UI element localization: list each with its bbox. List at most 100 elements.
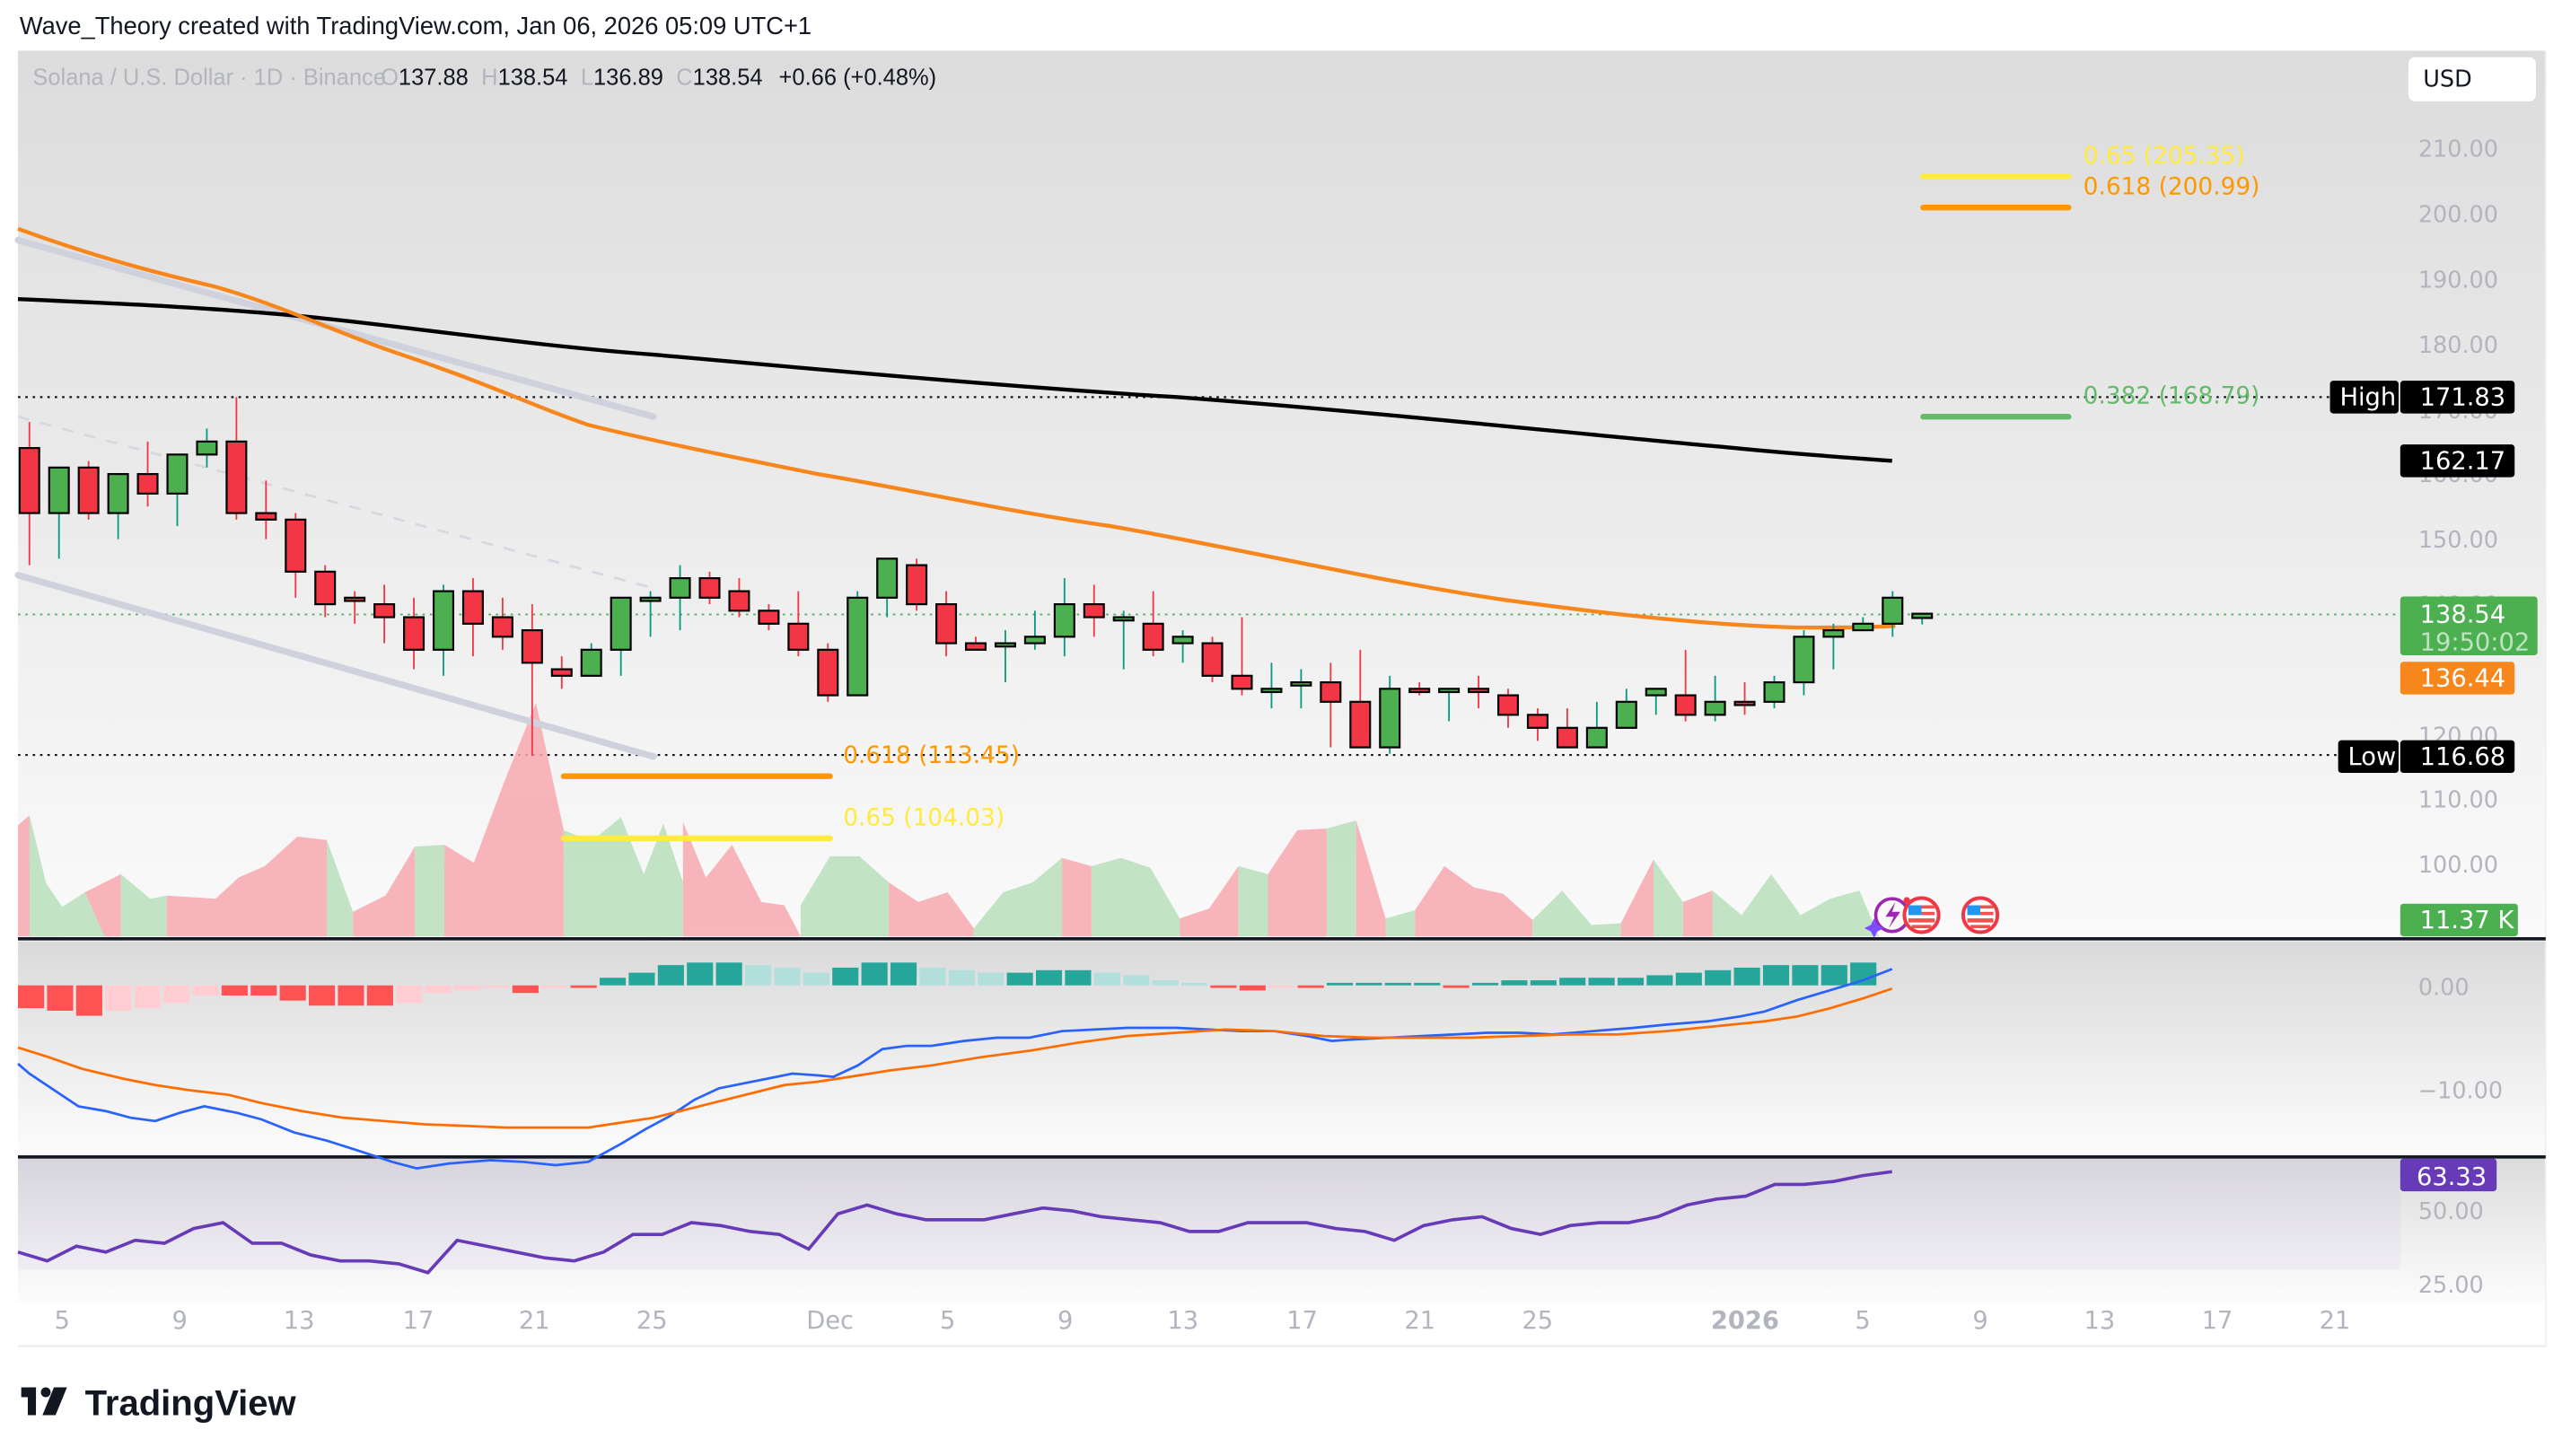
time-axis[interactable] xyxy=(18,1302,2546,1347)
candle-body[interactable] xyxy=(77,466,100,514)
candle-body[interactable] xyxy=(847,596,869,697)
macd-pane[interactable] xyxy=(18,941,2546,1156)
candle-body[interactable] xyxy=(876,557,899,599)
main-pane[interactable] xyxy=(18,50,2546,940)
candle-body[interactable] xyxy=(1585,726,1608,749)
candle-body[interactable] xyxy=(1615,700,1637,729)
fib-upper[interactable]: 0.65 (205.35) 0.618 (200.99) 0.382 (168.… xyxy=(1920,143,2259,420)
pane-divider[interactable] xyxy=(18,937,2546,941)
candle-body[interactable] xyxy=(1822,628,1845,638)
ma50-line[interactable] xyxy=(17,226,1896,630)
candle-body[interactable] xyxy=(1053,602,1075,638)
svg-text:162.17: 162.17 xyxy=(2420,447,2506,475)
candle-body[interactable] xyxy=(1882,596,1904,625)
candle-body[interactable] xyxy=(255,512,277,521)
candle-body[interactable] xyxy=(758,610,780,625)
candle-body[interactable] xyxy=(1852,622,1874,632)
candle-body[interactable] xyxy=(1023,636,1046,645)
svg-text:9: 9 xyxy=(1057,1307,1073,1335)
channel-lower-line[interactable] xyxy=(14,572,657,760)
tradingview-logo[interactable]: TradingView xyxy=(21,1383,297,1423)
candle-body[interactable] xyxy=(48,466,70,514)
candle-body[interactable] xyxy=(906,564,928,606)
candle-body[interactable] xyxy=(166,453,189,495)
symbol-title: Solana / U.S. Dollar · 1D · Binance xyxy=(32,66,386,91)
candle-body[interactable] xyxy=(432,590,455,651)
candle-body[interactable] xyxy=(1379,688,1401,749)
channel-mid-line[interactable] xyxy=(17,415,654,590)
us-flag-event-icon[interactable] xyxy=(1961,896,2000,934)
macd-bar xyxy=(1559,978,1586,986)
candle-body[interactable] xyxy=(136,473,159,495)
candle-body[interactable] xyxy=(1408,688,1431,694)
macd-histogram[interactable] xyxy=(18,962,1877,1016)
macd-bar xyxy=(1239,985,1266,991)
candle-body[interactable] xyxy=(196,440,218,456)
us-flag-event-icon[interactable] xyxy=(1902,896,1941,934)
candle-body[interactable] xyxy=(1201,642,1224,677)
candle-body[interactable] xyxy=(18,447,40,514)
candle-body[interactable] xyxy=(1793,636,1815,684)
candle-body[interactable] xyxy=(1468,688,1490,694)
svg-text:21: 21 xyxy=(519,1307,550,1335)
candle-body[interactable] xyxy=(964,642,987,651)
candle-body[interactable] xyxy=(1171,636,1194,645)
x-axis-labels[interactable]: 5 9 13 17 21 25 Dec 5 9 13 17 21 25 2026… xyxy=(54,1307,2350,1335)
candle-body[interactable] xyxy=(1674,694,1697,716)
candle-body[interactable] xyxy=(1112,616,1135,622)
candle-body[interactable] xyxy=(787,622,810,651)
svg-text:136.44: 136.44 xyxy=(2420,665,2506,693)
macd-signal-line[interactable] xyxy=(17,987,1893,1129)
candlestick-series[interactable] xyxy=(18,397,1934,757)
candle-body[interactable] xyxy=(1438,688,1461,694)
events-icons[interactable] xyxy=(1864,896,2000,938)
currency-button[interactable]: USD xyxy=(2408,57,2536,101)
candle-body[interactable] xyxy=(1320,680,1342,703)
macd-tick: 0.00 xyxy=(2418,975,2470,1002)
candle-body[interactable] xyxy=(550,668,573,677)
candle-body[interactable] xyxy=(1733,700,1756,706)
candle-body[interactable] xyxy=(521,628,543,664)
candle-body[interactable] xyxy=(1496,694,1520,716)
candle-body[interactable] xyxy=(1763,680,1786,703)
rsi-line[interactable] xyxy=(17,1170,1892,1275)
pane-divider[interactable] xyxy=(18,1155,2546,1159)
candle-body[interactable] xyxy=(1556,726,1578,749)
candle-body[interactable] xyxy=(935,602,958,645)
candle-body[interactable] xyxy=(314,570,337,606)
candle-body[interactable] xyxy=(107,473,129,514)
candle-body[interactable] xyxy=(1083,602,1105,618)
macd-bar xyxy=(1850,962,1877,986)
candle-body[interactable] xyxy=(580,648,602,677)
candle-body[interactable] xyxy=(994,642,1016,648)
candle-body[interactable] xyxy=(1231,674,1253,690)
candle-body[interactable] xyxy=(1260,688,1283,694)
candle-body[interactable] xyxy=(461,590,484,625)
candle-body[interactable] xyxy=(698,576,721,599)
svg-text:5: 5 xyxy=(1855,1307,1870,1335)
candle-body[interactable] xyxy=(728,590,750,612)
candle-body[interactable] xyxy=(1911,612,1934,619)
candle-body[interactable] xyxy=(817,648,839,697)
candle-body[interactable] xyxy=(669,576,691,599)
candle-body[interactable] xyxy=(1142,622,1164,651)
candle-body[interactable] xyxy=(225,440,248,514)
candle-body[interactable] xyxy=(1349,700,1372,749)
candle-body[interactable] xyxy=(1526,714,1549,729)
candle-body[interactable] xyxy=(373,602,396,618)
candle-body[interactable] xyxy=(639,596,662,602)
candle-body[interactable] xyxy=(285,518,307,573)
fib-lower[interactable]: 0.618 (113.45) 0.65 (104.03) xyxy=(560,742,1020,842)
candle-body[interactable] xyxy=(344,596,366,602)
candle-body[interactable] xyxy=(610,596,632,651)
candle-body[interactable] xyxy=(1704,700,1726,716)
macd-line[interactable] xyxy=(17,968,1893,1170)
candle-body[interactable] xyxy=(403,616,426,651)
candle-body[interactable] xyxy=(491,616,513,638)
svg-text:5: 5 xyxy=(940,1307,955,1335)
macd-bar xyxy=(47,985,74,1011)
candle-body[interactable] xyxy=(1290,680,1312,687)
macd-bar xyxy=(948,969,975,986)
candle-body[interactable] xyxy=(1645,688,1667,697)
